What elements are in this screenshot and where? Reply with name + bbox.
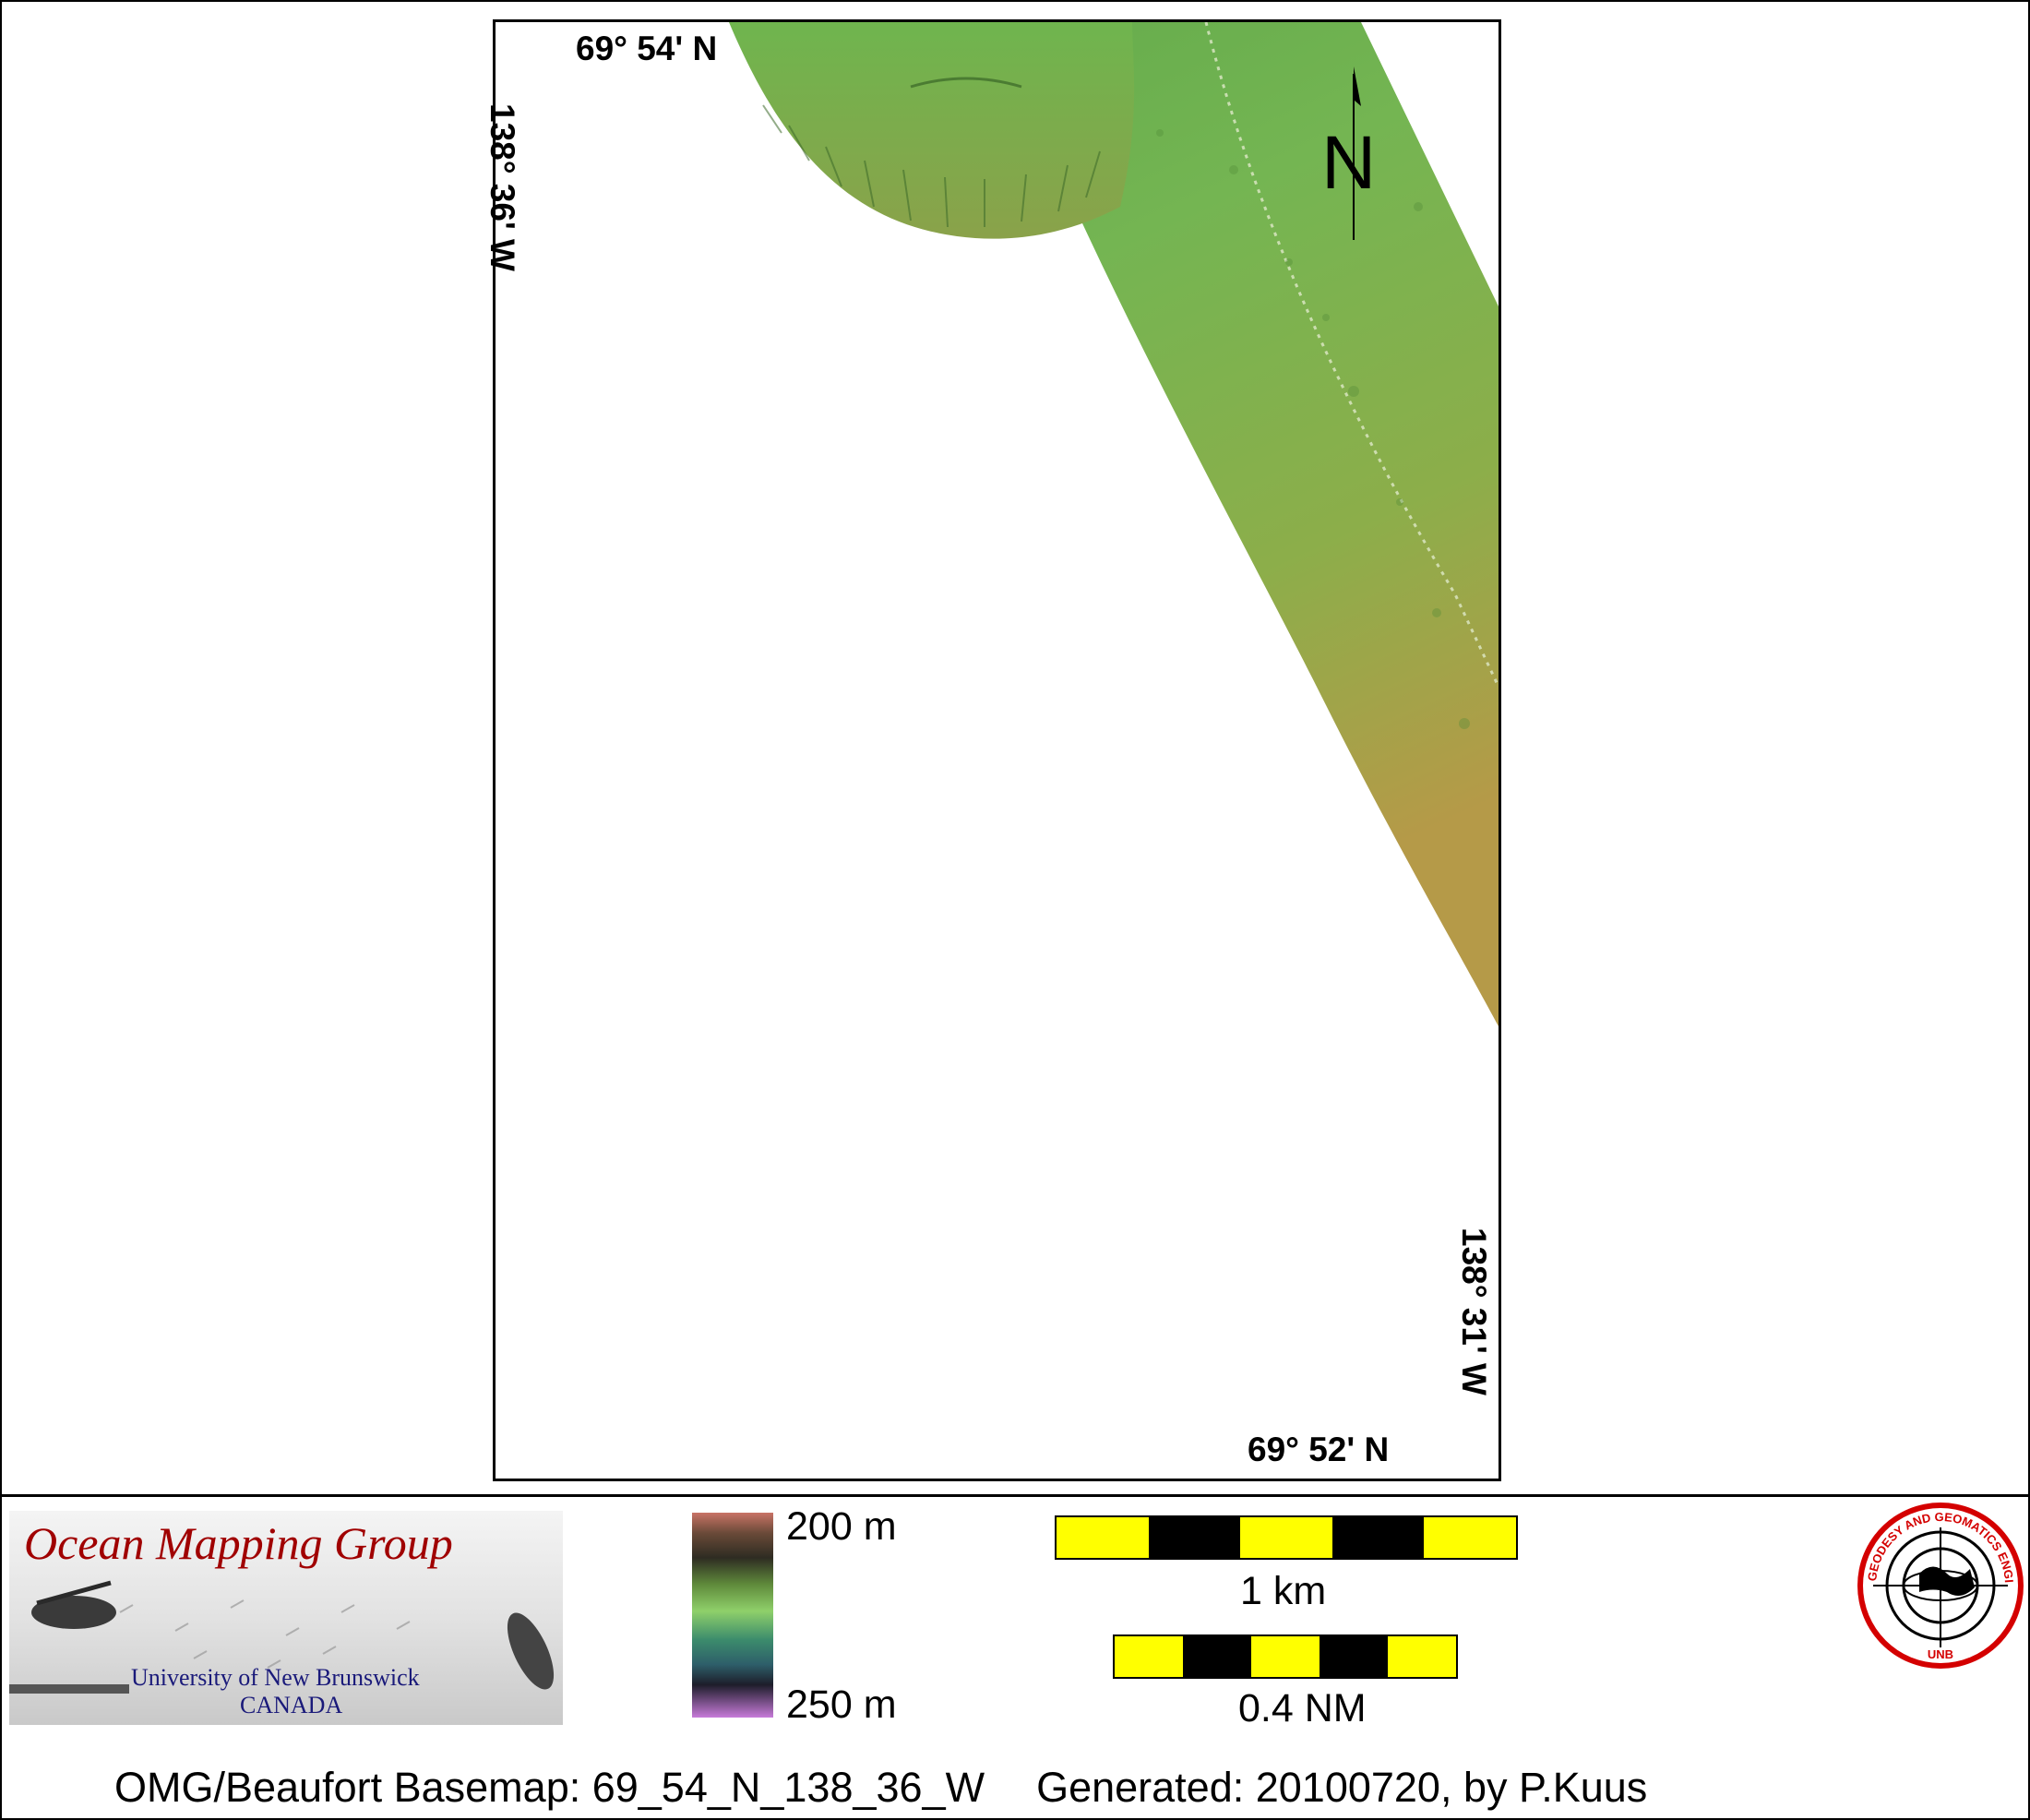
map-panel[interactable] [493,19,1501,1481]
footer-basemap: OMG/Beaufort Basemap: 69_54_N_138_36_W [114,1764,985,1811]
scale-bar-nm-label: 0.4 NM [1238,1686,1367,1730]
footer-caption: OMG/Beaufort Basemap: 69_54_N_138_36_W Ge… [114,1764,1647,1812]
scale-segment [1115,1636,1183,1677]
omg-logo-title: Ocean Mapping Group [24,1517,453,1569]
scale-segment [1424,1517,1516,1558]
scale-bar-nm [1113,1634,1458,1679]
scale-segment [1320,1636,1388,1677]
footer-generated: Generated: 20100720, by P.Kuus [1036,1764,1648,1811]
scale-segment [1240,1517,1332,1558]
scale-bar-km-label: 1 km [1240,1569,1327,1613]
seafloor-vessel-graphic [9,1580,555,1694]
north-label: N [1321,121,1377,205]
colorbar-top-label: 200 m [786,1504,897,1549]
scale-segment [1388,1636,1456,1677]
scale-segment [1331,1517,1425,1558]
unb-seal-bottom-text: UNB [1928,1647,1953,1661]
scale-segment [1183,1636,1251,1677]
omg-logo-country: CANADA [240,1692,343,1718]
legend-divider [0,1494,2030,1497]
scale-bar-km [1055,1515,1518,1560]
scale-segment [1148,1517,1241,1558]
omg-logo-university: University of New Brunswick [131,1664,420,1691]
north-arrow-icon [1353,66,1361,240]
depth-colorbar [692,1513,773,1718]
bathymetry-swath [729,22,1499,1026]
left-longitude-label: 138° 36' W [484,103,521,271]
scale-segment [1057,1517,1149,1558]
omg-logo: Ocean Mapping Group University of New Br… [9,1511,563,1725]
top-latitude-label: 69° 54' N [576,30,718,67]
right-longitude-label: 138° 31' W [1455,1227,1493,1395]
scale-segment [1251,1636,1320,1677]
unb-seal-logo: GEODESY AND GEOMATICS ENGINEERING UNB [1855,1500,2024,1669]
colorbar-bottom-label: 250 m [786,1682,897,1727]
bottom-latitude-label: 69° 52' N [1248,1431,1390,1468]
